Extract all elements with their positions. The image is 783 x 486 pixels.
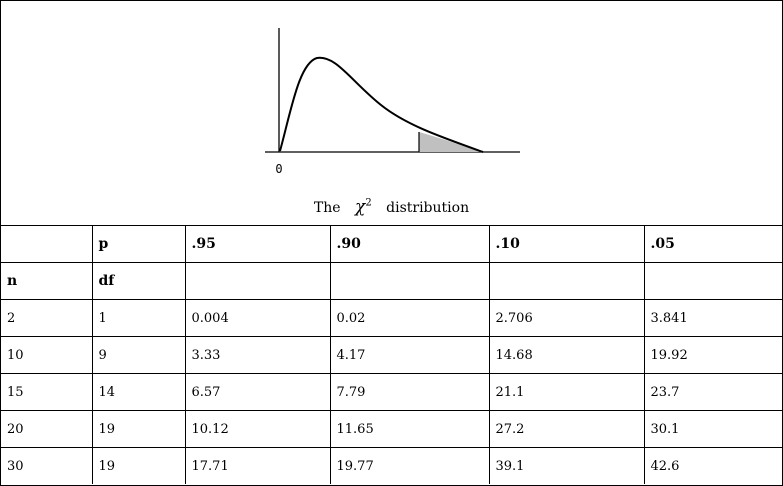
table-cell: 9 — [91, 336, 186, 374]
table-cell: 1 — [91, 299, 186, 337]
table-cell: 6.57 — [184, 373, 331, 411]
table-cell: 30.1 — [643, 410, 782, 448]
table-cell: 30 — [1, 447, 93, 484]
table-cell: 17.71 — [184, 447, 331, 484]
header-cell: .05 — [643, 226, 782, 263]
table-row: 30 19 17.71 19.77 39.1 42.6 — [1, 447, 782, 484]
table-cell: 4.17 — [329, 336, 490, 374]
table-row: 20 19 10.12 11.65 27.2 30.1 — [1, 410, 782, 448]
table-cell: 11.65 — [329, 410, 490, 448]
header-cell: .90 — [329, 226, 490, 263]
table-cell: 3.841 — [643, 299, 782, 337]
subheader-cell: df — [91, 262, 186, 300]
table-cell: 27.2 — [488, 410, 645, 448]
table-row: 2 1 0.004 0.02 2.706 3.841 — [1, 299, 782, 337]
table-cell: 10 — [1, 336, 93, 374]
distribution-plot: 0 — [265, 28, 520, 176]
table-cell: 10.12 — [184, 410, 331, 448]
caption-prefix: The — [313, 200, 341, 216]
subheader-row: n df — [1, 262, 782, 300]
table-cell: 20 — [1, 410, 93, 448]
header-row: p .95 .90 .10 .05 — [1, 226, 782, 263]
table-cell: 2 — [1, 299, 93, 337]
table-cell: 0.004 — [184, 299, 331, 337]
table-row: 15 14 6.57 7.79 21.1 23.7 — [1, 373, 782, 411]
header-cell: .10 — [488, 226, 645, 263]
critical-values-table: p .95 .90 .10 .05 n df 2 1 0.004 0.02 2.… — [1, 226, 782, 484]
header-cell: .95 — [184, 226, 331, 263]
origin-label: 0 — [275, 162, 282, 176]
header-cell — [1, 226, 93, 263]
table-cell: 19.92 — [643, 336, 782, 374]
chi-square-figure: 0 The χ2 distribution — [1, 1, 782, 226]
subheader-cell — [184, 262, 331, 300]
table-cell: 42.6 — [643, 447, 782, 484]
table-row: 10 9 3.33 4.17 14.68 19.92 — [1, 336, 782, 374]
subheader-cell — [643, 262, 782, 300]
table-cell: 19.77 — [329, 447, 490, 484]
table-cell: 19 — [91, 410, 186, 448]
subheader-cell — [329, 262, 490, 300]
table-cell: 0.02 — [329, 299, 490, 337]
table-cell: 21.1 — [488, 373, 645, 411]
table-cell: 19 — [91, 447, 186, 484]
table-cell: 39.1 — [488, 447, 645, 484]
chi-exponent: 2 — [365, 197, 372, 209]
caption-suffix: distribution — [386, 200, 470, 216]
table-cell: 15 — [1, 373, 93, 411]
table-cell: 3.33 — [184, 336, 331, 374]
table-cell: 14.68 — [488, 336, 645, 374]
header-cell: p — [91, 226, 186, 263]
subheader-cell — [488, 262, 645, 300]
table-cell: 14 — [91, 373, 186, 411]
figure-caption: The χ2 distribution — [1, 197, 782, 217]
table-cell: 7.79 — [329, 373, 490, 411]
subheader-cell: n — [1, 262, 93, 300]
density-curve — [279, 56, 484, 153]
table-cell: 23.7 — [643, 373, 782, 411]
table-cell: 2.706 — [488, 299, 645, 337]
chi-symbol: χ2 — [355, 197, 372, 217]
chi-letter: χ — [355, 197, 366, 217]
